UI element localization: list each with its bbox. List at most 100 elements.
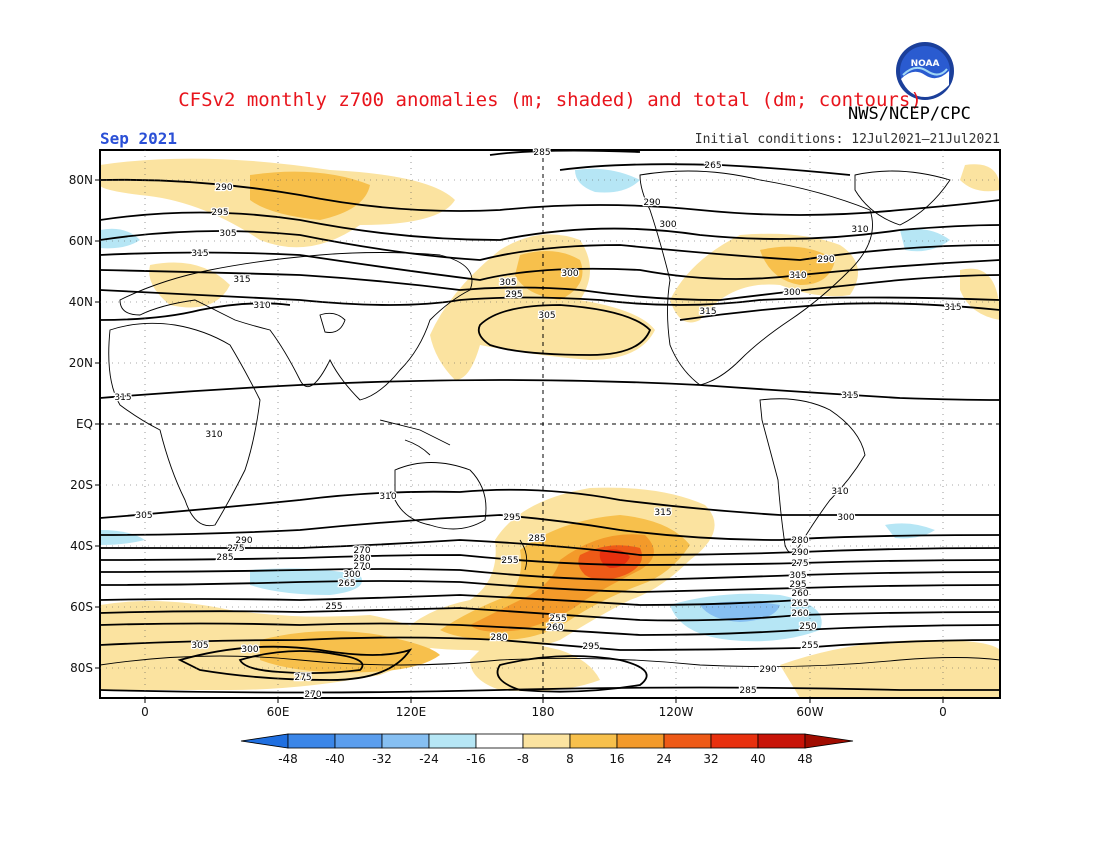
colorbar-tick-label: -40 <box>325 752 345 766</box>
lat-label: 40S <box>70 539 93 553</box>
contour-label: 315 <box>944 303 961 313</box>
contour-label: 300 <box>241 645 258 655</box>
contour-label: 305 <box>499 278 516 288</box>
contour-label: 310 <box>205 430 222 440</box>
colorbar-tick-label: -48 <box>278 752 298 766</box>
contour-label: 265 <box>338 579 355 589</box>
contour-label: 305 <box>538 311 555 321</box>
lon-label: 180 <box>531 705 555 719</box>
lat-label: 20S <box>70 478 93 492</box>
contour-label: 270 <box>353 546 370 556</box>
contour-label: 290 <box>817 255 834 265</box>
colorbar-segment <box>663 733 712 749</box>
lon-label: 120W <box>658 705 694 719</box>
anomaly-map: 285 265 290 290 295 300 305 310 315 300 305 310 315 2… <box>95 147 1001 703</box>
contour-label: 290 <box>215 183 232 193</box>
contour-label: 310 <box>831 487 848 497</box>
colorbar-arrow-right <box>804 733 854 749</box>
gridlines <box>100 150 1000 698</box>
colorbar-segment <box>287 733 336 749</box>
contour-label: 310 <box>789 271 806 281</box>
contour-labels: 285 265 290 290 295 300 305 310 315 300 305 310 315 2… <box>113 147 963 702</box>
colorbar-segment <box>616 733 665 749</box>
colorbar-tick-label: -16 <box>466 752 486 766</box>
forecast-period: Sep 2021 <box>100 129 178 148</box>
contour-label: 280 <box>353 554 370 564</box>
colorbar-tick-label: 32 <box>703 752 719 766</box>
colorbar-arrow-left <box>240 733 289 749</box>
lat-label: 20N <box>68 356 93 370</box>
contour-label: 300 <box>561 269 578 279</box>
lon-label: 0 <box>939 705 947 719</box>
lon-label: 0 <box>141 705 149 719</box>
contour-label: 275 <box>791 559 808 569</box>
contour-label: 280 <box>490 633 507 643</box>
colorbar-segment <box>428 733 477 749</box>
contour-label: 255 <box>549 614 566 624</box>
contour-label: 300 <box>343 570 360 580</box>
contour-label: 315 <box>233 275 250 285</box>
contour-label: 305 <box>219 229 236 239</box>
lat-label: 40N <box>68 295 93 309</box>
colorbar-segment <box>710 733 759 749</box>
axis-ticks <box>95 179 944 703</box>
contour-label: 295 <box>211 208 228 218</box>
contour-label: 295 <box>789 580 806 590</box>
height-contours <box>100 150 1000 694</box>
contour-label: 315 <box>114 393 131 403</box>
contour-label: 275 <box>294 673 311 683</box>
contour-label: 250 <box>799 622 816 632</box>
contour-label: 290 <box>235 536 252 546</box>
contour-label: 305 <box>135 511 152 521</box>
contour-label: 290 <box>791 548 808 558</box>
contour-label: 295 <box>505 290 522 300</box>
contour-label: 280 <box>791 536 808 546</box>
colorbar-tick-label: -24 <box>419 752 439 766</box>
contour-label: 295 <box>503 513 520 523</box>
contour-label: 260 <box>546 623 563 633</box>
colorbar-segment <box>475 733 524 749</box>
colorbar-tick-label: 40 <box>750 752 766 766</box>
initial-conditions: Initial conditions: 12Jul2021–21Jul2021 <box>694 132 1000 147</box>
contour-label: 265 <box>704 161 721 171</box>
lon-label: 60W <box>796 705 824 719</box>
lat-label: 60N <box>68 234 93 248</box>
colorbar-tick-label: 24 <box>656 752 672 766</box>
lon-label: 60E <box>266 705 290 719</box>
contour-label: 290 <box>643 198 660 208</box>
contour-label: 315 <box>841 391 858 401</box>
contour-label: 260 <box>791 609 808 619</box>
contour-label: 310 <box>253 301 270 311</box>
lon-label: 120E <box>395 705 427 719</box>
chart-title: CFSv2 monthly z700 anomalies (m; shaded)… <box>178 89 922 111</box>
contour-label: 285 <box>528 534 545 544</box>
contour-label: 305 <box>789 571 806 581</box>
contour-label: 260 <box>791 589 808 599</box>
colorbar-tick-label: 8 <box>566 752 574 766</box>
contour-label: 285 <box>533 148 550 158</box>
contour-label: 310 <box>379 492 396 502</box>
contour-label: 310 <box>851 225 868 235</box>
contour-label: 255 <box>501 556 518 566</box>
colorbar-segment <box>381 733 430 749</box>
colorbar-segment <box>569 733 618 749</box>
colorbar-tick-label: -32 <box>372 752 392 766</box>
lat-label: 80N <box>68 173 93 187</box>
contour-label: 300 <box>837 513 854 523</box>
lat-label: 80S <box>70 661 93 675</box>
contour-label: 305 <box>191 641 208 651</box>
colorbar-tick-label: -8 <box>517 752 529 766</box>
colorbar-tick-label: 48 <box>797 752 813 766</box>
contour-label: 315 <box>699 307 716 317</box>
noaa-logo: NOAA <box>896 42 954 100</box>
contour-label: 275 <box>227 544 244 554</box>
lat-label: 60S <box>70 600 93 614</box>
lat-label: EQ <box>75 417 93 431</box>
contour-label: 295 <box>582 642 599 652</box>
colorbar-tick-label: 16 <box>609 752 625 766</box>
agency-label: NWS/NCEP/CPC <box>848 104 971 124</box>
contour-label: 300 <box>659 220 676 230</box>
contour-label: 255 <box>325 602 342 612</box>
coastlines <box>100 170 1000 668</box>
contour-label: 290 <box>759 665 776 675</box>
